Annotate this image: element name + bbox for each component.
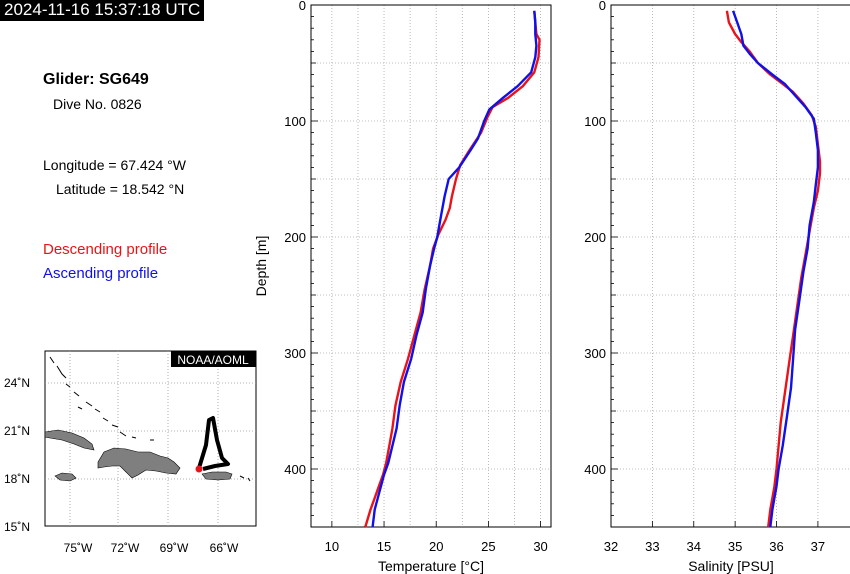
x-axis-title: Salinity [PSU] <box>688 558 774 574</box>
y-tick-label: 300 <box>584 346 606 361</box>
y-tick-label: 400 <box>584 462 606 477</box>
hispaniola-landmass <box>97 447 181 479</box>
y-tick-label: 300 <box>284 346 306 361</box>
map-lat-tick: 21˚N <box>4 424 30 438</box>
location-map: NOAA/AOML 75˚W 72˚W 69˚W 66˚W 24˚N 21˚N … <box>4 350 257 555</box>
x-tick-label: 30 <box>533 539 547 554</box>
y-tick-label: 200 <box>584 230 606 245</box>
descending-profile-line <box>725 10 822 528</box>
x-tick-label: 10 <box>325 539 339 554</box>
cuba-landmass <box>44 429 95 451</box>
salinity-chart: 32 33 34 35 36 37 0 100 200 300 400 Salinity [PSU] <box>584 0 850 574</box>
x-axis-title: Temperature [°C] <box>378 558 484 574</box>
latitude-readout: Latitude = 18.542 °N <box>56 181 185 197</box>
puerto-rico-landmass <box>201 471 233 481</box>
plot-frame <box>310 4 552 528</box>
legend-ascending: Ascending profile <box>43 265 159 282</box>
x-tick-label: 35 <box>728 539 742 554</box>
x-tick-label: 32 <box>604 539 618 554</box>
bahamas-islands <box>49 356 251 482</box>
ascending-profile-line <box>371 10 538 528</box>
map-lon-tick: 72˚W <box>111 541 140 555</box>
glider-title: Glider: SG649 <box>43 71 149 88</box>
y-tick-label: 0 <box>299 0 306 13</box>
x-tick-label: 34 <box>687 539 701 554</box>
x-tick-label: 33 <box>645 539 659 554</box>
map-badge-bg <box>171 351 256 367</box>
y-tick-label: 0 <box>599 0 606 13</box>
x-tick-label: 15 <box>377 539 391 554</box>
map-lat-tick: 15˚N <box>4 520 30 534</box>
descending-profile-line <box>364 10 541 528</box>
glider-track <box>197 416 230 471</box>
x-tick-label: 20 <box>429 539 443 554</box>
y-tick-label: 400 <box>284 462 306 477</box>
x-tick-label: 36 <box>769 539 783 554</box>
y-tick-label: 200 <box>284 230 306 245</box>
map-lat-tick: 24˚N <box>4 376 30 390</box>
y-axis-title: Depth [m] <box>253 236 269 297</box>
x-tick-label: 25 <box>481 539 495 554</box>
dive-number: Dive No. 0826 <box>53 96 142 112</box>
jamaica-landmass <box>54 472 77 482</box>
map-lon-tick: 66˚W <box>210 541 239 555</box>
longitude-readout: Longitude = 67.424 °W <box>43 157 186 173</box>
map-lon-tick: 69˚W <box>160 541 189 555</box>
timestamp-badge: 2024-11-16 15:37:18 UTC <box>0 0 205 21</box>
y-tick-label: 100 <box>584 114 606 129</box>
x-tick-label: 37 <box>811 539 825 554</box>
legend-descending: Descending profile <box>43 241 168 258</box>
y-tick-label: 100 <box>284 114 306 129</box>
plot-frame <box>610 4 850 528</box>
glider-position-marker <box>195 465 203 473</box>
ascending-profile-line <box>731 10 820 528</box>
map-badge: NOAA/AOML <box>177 353 249 367</box>
map-lon-tick: 75˚W <box>64 541 93 555</box>
map-lat-tick: 18˚N <box>4 472 30 486</box>
